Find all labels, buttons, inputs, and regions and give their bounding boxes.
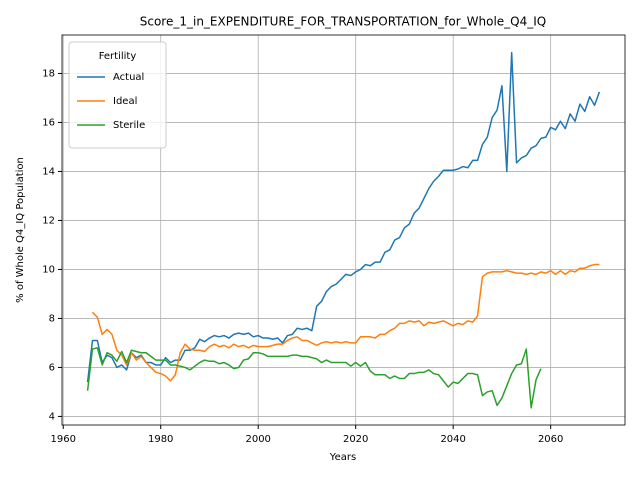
legend-label: Sterile [113,120,145,131]
line-series [86,51,601,383]
legend-title: Fertility [99,51,137,62]
y-tick-label: 6 [49,362,55,373]
legend-label: Actual [113,72,144,83]
x-tick-label: 2020 [343,434,368,445]
x-tick-label: 2040 [440,434,465,445]
plot-frame [61,34,626,426]
y-tick-label: 8 [49,313,55,324]
legend: Fertility Actual Ideal Sterile [68,41,167,149]
y-tick-label: 18 [42,68,55,79]
x-tick-label: 2000 [245,434,270,445]
y-tick-label: 10 [42,264,55,275]
x-axis-label: Years [329,452,356,463]
legend-box [68,41,167,149]
y-axis-label: % of Whole Q4_IQ Population [15,157,26,303]
legend-label: Ideal [113,96,137,107]
y-tick-label: 16 [42,117,55,128]
x-tick-label: 2060 [538,434,563,445]
y-tick-label: 12 [42,215,55,226]
chart-title: Score_1_in_EXPENDITURE_FOR_TRANSPORTATIO… [140,15,546,29]
line-series [86,347,542,409]
x-tick-label: 1980 [148,434,173,445]
line-series [91,263,600,382]
y-tick-label: 4 [49,411,55,422]
x-tick-label: 1960 [50,434,75,445]
y-tick-label: 14 [42,166,55,177]
